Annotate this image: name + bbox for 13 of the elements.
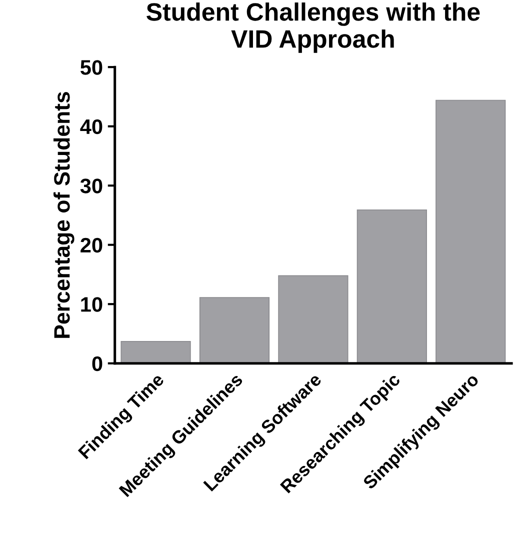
y-tick-label: 10 <box>81 297 102 312</box>
y-tick-label: 0 <box>92 356 102 372</box>
bar <box>356 209 427 364</box>
bar <box>120 341 191 364</box>
y-tick-label: 30 <box>80 178 102 194</box>
y-tick-label: 40 <box>80 119 102 134</box>
bar <box>278 275 348 364</box>
bar <box>199 297 270 364</box>
chart-title: Student Challenges with the VID Approach <box>146 2 480 53</box>
y-tick-label: 20 <box>80 238 102 253</box>
y-axis-title: Percentage of Students <box>53 92 74 338</box>
bar <box>436 100 506 364</box>
y-tick-label: 50 <box>80 60 102 75</box>
